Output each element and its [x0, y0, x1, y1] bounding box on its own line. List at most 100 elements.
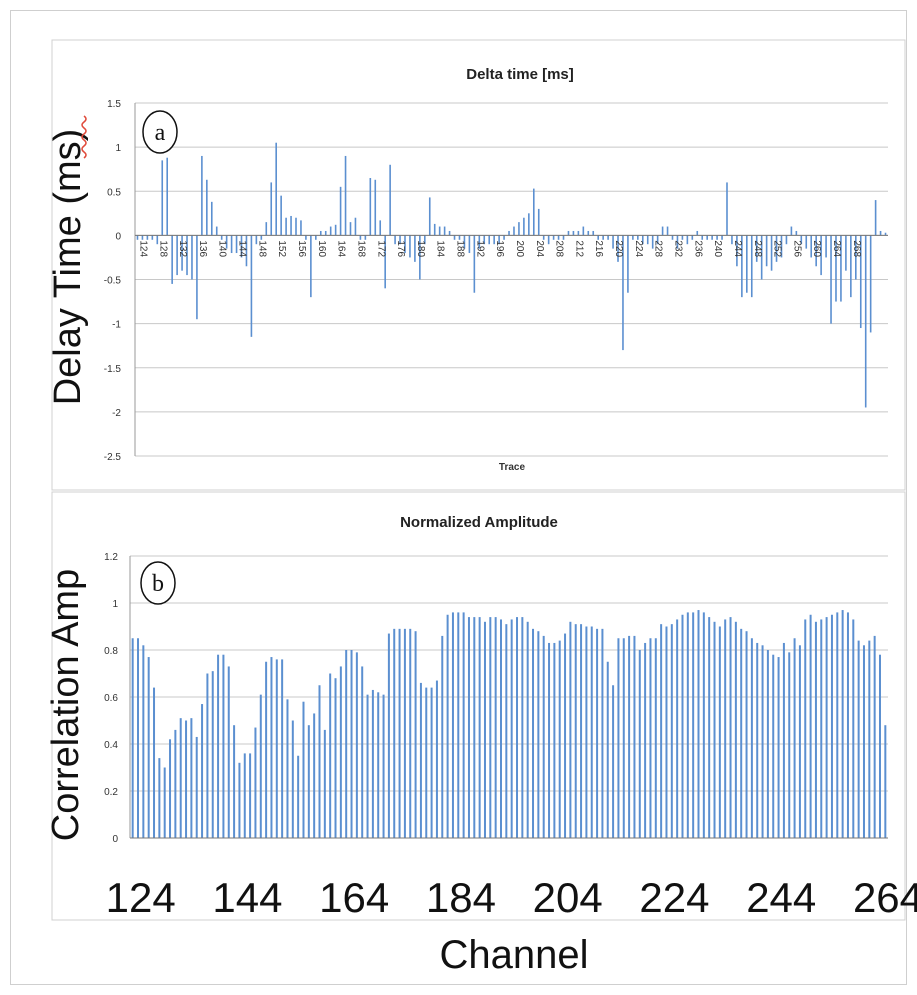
panel-b-bar [521, 617, 524, 838]
panel-a-bar [478, 235, 481, 249]
panel-a-ytick: -2.5 [104, 452, 122, 463]
panel-b-bar [612, 685, 615, 838]
panel-b-bar [387, 633, 390, 838]
panel-a-bar [250, 235, 253, 337]
panel-b-bar [222, 654, 225, 838]
panel-a-bar [850, 235, 852, 298]
panel-b-letter-circle [140, 561, 176, 605]
panel-b-bar [574, 624, 577, 838]
panel-b-ytick: 0.6 [104, 693, 118, 704]
panel-a-title: Delta time [ms] [466, 66, 574, 83]
panel-b-bar [142, 645, 145, 838]
panel-b-bar [830, 614, 833, 838]
panel-b-bar [489, 617, 492, 838]
panel-a-bar [795, 230, 798, 236]
panel-b-bar [473, 617, 476, 838]
panel-b-xtick: 124 [106, 874, 176, 921]
panel-a-bar [225, 235, 228, 249]
panel-b-bar [862, 645, 865, 838]
panel-b-bar [761, 645, 764, 838]
panel-a-bar [706, 235, 708, 240]
panel-b-bar [601, 628, 604, 838]
panel-a-xtick: 180 [415, 240, 426, 257]
panel-a-bar [528, 213, 530, 236]
panel-b-bar [174, 729, 177, 838]
panel-b-bar [419, 682, 422, 838]
panel-b-big-xticks: 124 144 164 184 204 224 244 264 [106, 874, 917, 921]
panel-a-bar [186, 235, 188, 276]
panel-a-bar [334, 224, 337, 236]
panel-a-xtick: 176 [395, 240, 406, 257]
panel-a-xtick: 228 [653, 240, 664, 257]
panel-a-bar [820, 235, 822, 276]
panel-b-frame [51, 491, 906, 921]
panel-a-frame [51, 39, 906, 491]
panel-a-bar [151, 235, 154, 240]
panel-a-bar [508, 230, 510, 236]
panel-b-bar [446, 614, 449, 838]
panel-a-xtick: 160 [316, 240, 327, 257]
panel-b-bar [798, 645, 801, 838]
panel-a-xtick: 164 [336, 240, 347, 257]
panel-b-bar [185, 720, 188, 838]
panel-b-bar [836, 612, 839, 838]
panel-b-bar [740, 628, 743, 838]
panel-a-bar [805, 235, 808, 249]
panel-b-bar [873, 635, 876, 838]
panel-b-bar [660, 624, 663, 838]
panel-a-bar [701, 235, 704, 240]
panel-a-bar [503, 235, 505, 240]
panel-a-bar [542, 235, 545, 240]
panel-b-bar [868, 640, 871, 838]
panel-a-bar [661, 226, 664, 236]
panel-b-bar [457, 612, 460, 838]
panel-a-bar [632, 235, 634, 240]
panel-b-bar [702, 612, 705, 838]
panel-b-bar [697, 610, 700, 838]
panel-b-ytick: 0.8 [104, 646, 118, 657]
spellcheck-squiggle [81, 115, 87, 159]
panel-b-bar [227, 666, 230, 838]
panel-b-bar [516, 617, 519, 838]
panel-a-xtick: 148 [256, 240, 267, 257]
panel-b-bar [654, 638, 657, 838]
panel-b-bar [718, 626, 721, 838]
panel-b-bar [339, 666, 342, 838]
panel-a-xtick: 260 [811, 240, 822, 257]
panel-b-bar [804, 619, 807, 838]
panel-b-bar [756, 642, 759, 838]
panel-b-bar [814, 621, 817, 838]
panel-a-bar [736, 235, 738, 267]
panel-a-xtick: 256 [791, 240, 802, 257]
panel-a-bar [433, 223, 436, 236]
panel-a-xtick: 184 [435, 240, 446, 257]
panel-b-bar [233, 725, 236, 838]
panel-a-bar [602, 235, 604, 240]
panel-b-bar [841, 610, 844, 838]
panel-b-bar [676, 619, 679, 838]
panel-b-bar [398, 628, 401, 838]
panel-a-xtick: 244 [732, 240, 743, 257]
panel-b-bar [569, 621, 572, 838]
panel-b-bar [670, 624, 673, 838]
panel-b-bar [884, 725, 887, 838]
panel-b-bar [435, 680, 438, 838]
panel-b-ytick: 1 [112, 599, 118, 610]
panel-a-bar [255, 235, 258, 245]
panel-b-bar [750, 638, 753, 838]
panel-a-bar [196, 235, 198, 320]
panel-b-bar [425, 687, 428, 838]
panel-b-bar [355, 652, 358, 838]
panel-a-bar [859, 235, 862, 329]
panel-a-bar [359, 235, 362, 240]
panel-b-bar [809, 614, 812, 838]
panel-a-xtick: 212 [573, 240, 584, 257]
panel-a-bar [810, 235, 813, 258]
panel-b-xlabel: Channel [439, 933, 588, 977]
panel-b-bar [526, 621, 529, 838]
panel-b-bar [318, 685, 321, 838]
panel-b-bar [393, 628, 396, 838]
panel-b-bar [846, 612, 849, 838]
panel-a-bar [210, 201, 213, 236]
panel-b-bar [713, 621, 716, 838]
